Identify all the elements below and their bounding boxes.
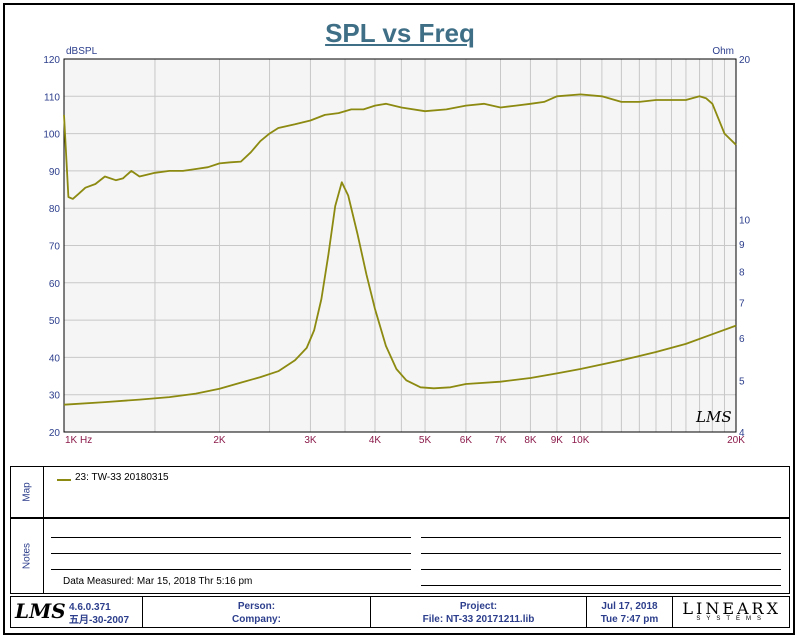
x-tick-label: 1K Hz (65, 435, 92, 446)
y-left-tick-label: 30 (49, 391, 61, 402)
y-left-unit-label: dBSPL (66, 46, 98, 57)
y-right-tick-label: 9 (739, 240, 745, 251)
y-left-tick-label: 120 (43, 55, 60, 66)
version-number: 4.6.0.371 (69, 602, 111, 613)
y-left-tick-label: 60 (49, 279, 61, 290)
footer-person-cell: Person: Company: (143, 597, 371, 627)
version-info: 4.6.0.371 五月-30-2007 (69, 601, 129, 627)
x-tick-label: 5K (419, 435, 432, 446)
map-label: Map (21, 482, 33, 502)
legend-entry: 23: TW-33 20180315 (75, 472, 169, 483)
note-line (421, 569, 781, 570)
y-left-tick-label: 110 (44, 92, 60, 103)
note-line (421, 585, 781, 586)
map-panel: Map 23: TW-33 20180315 (10, 466, 790, 518)
company-label: Company: (232, 614, 281, 625)
lms-watermark: LMS (695, 408, 732, 426)
footer-date: Jul 17, 2018 (601, 601, 658, 612)
x-tick-label: 20K (727, 435, 745, 446)
y-left-tick-label: 90 (49, 167, 61, 178)
plot-frame (63, 58, 737, 433)
y-right-tick-label: 8 (739, 267, 745, 278)
linearx-sub: SYSTEMS (696, 616, 768, 622)
y-right-tick-label: 10 (739, 216, 751, 227)
map-side-label: Map (11, 467, 44, 517)
y-left-tick-label: 100 (43, 130, 60, 141)
footer-version-cell: LMS 4.6.0.371 五月-30-2007 (11, 597, 143, 627)
chart-title: SPL vs Freq (325, 18, 475, 48)
impedance-curve (63, 181, 737, 406)
x-tick-label: 10K (572, 435, 590, 446)
notes-side-label: Notes (11, 519, 44, 593)
y-right-tick-label: 4 (739, 428, 745, 439)
linearx-logo: LINEARX SYSTEMS (682, 599, 781, 622)
spl-curve (63, 93, 737, 200)
data-measured-text: Data Measured: Mar 15, 2018 Thr 5:16 pm (63, 576, 253, 587)
notes-panel: Notes Data Measured: Mar 15, 2018 Thr 5:… (10, 518, 790, 594)
footer-date-cell: Jul 17, 2018 Tue 7:47 pm (587, 597, 673, 627)
linearx-brand: LINEARX (682, 599, 781, 618)
note-line (51, 537, 411, 538)
x-tick-label: 8K (524, 435, 537, 446)
lms-logo: LMS (15, 599, 66, 623)
y-right-tick-label: 5 (739, 376, 745, 387)
footer-bar: LMS 4.6.0.371 五月-30-2007 Person: Company… (10, 596, 790, 628)
y-right-tick-label: 20 (739, 55, 751, 66)
y-right-tick-label: 7 (739, 298, 745, 309)
x-tick-label: 4K (369, 435, 382, 446)
note-line (421, 537, 781, 538)
note-line (51, 553, 411, 554)
y-left-tick-label: 20 (49, 428, 61, 439)
build-date: 五月-30-2007 (69, 615, 130, 626)
x-tick-label: 2K (213, 435, 226, 446)
y-right-unit-label: Ohm (712, 46, 734, 57)
file-label: File: NT-33 20171211.lib (422, 614, 535, 625)
chart-area: 1K Hz 2K 3K 4K 5K 6K 7K 8K 9K 10K 20K 20 30 40 50 60 70 8… (43, 46, 751, 446)
y-left-tick-label: 70 (49, 242, 61, 253)
footer-project-cell: Project: File: NT-33 20171211.lib (371, 597, 587, 627)
y-left-tick-label: 40 (49, 353, 61, 364)
person-label: Person: (237, 601, 276, 612)
y-left-tick-label: 50 (49, 316, 61, 327)
x-tick-label: 6K (460, 435, 473, 446)
footer-time: Tue 7:47 pm (600, 614, 659, 625)
y-left-tick-label: 80 (49, 204, 61, 215)
x-tick-label: 9K (551, 435, 564, 446)
page-frame (3, 3, 795, 635)
x-tick-label: 7K (494, 435, 507, 446)
x-tick-label: 3K (304, 435, 317, 446)
note-line (51, 569, 411, 570)
legend-line-swatch (57, 479, 71, 481)
note-line (421, 553, 781, 554)
project-label: Project: (459, 601, 498, 612)
y-right-tick-label: 6 (739, 334, 745, 345)
notes-label: Notes (21, 542, 33, 570)
